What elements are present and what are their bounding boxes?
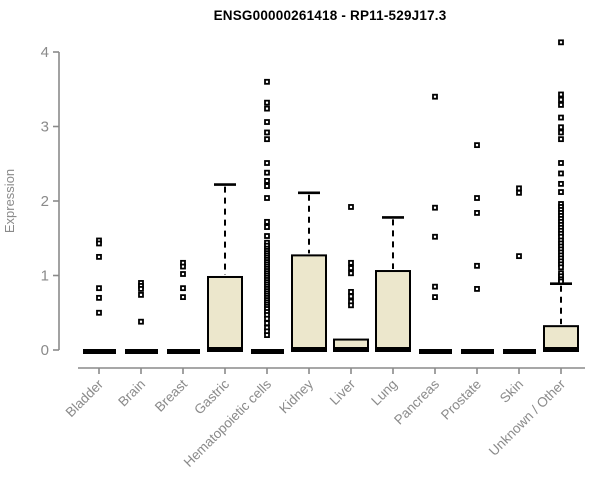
outlier-point-brain: [138, 291, 144, 298]
outlier-point-bladder: [96, 294, 102, 301]
outlier-point-pancreas: [432, 204, 438, 211]
outlier-point-bladder: [96, 309, 102, 316]
x-tick-label-brain: Brain: [115, 377, 148, 410]
y-axis-title: Expression: [2, 169, 17, 233]
outlier-point-hematopoietic-cells: [264, 105, 270, 112]
outlier-point-bladder: [96, 240, 102, 247]
outlier-point-hematopoietic-cells: [264, 315, 270, 322]
outlier-point-liver: [348, 265, 354, 271]
outlier-point-unknown-other: [558, 129, 564, 136]
outlier-point-hematopoietic-cells: [264, 169, 270, 176]
outlier-point-hematopoietic-cells: [264, 160, 270, 166]
outlier-point-pancreas: [432, 294, 438, 301]
outlier-point-unknown-other: [558, 91, 564, 98]
outlier-point-unknown-other: [558, 170, 564, 177]
outlier-point-unknown-other: [558, 136, 564, 143]
x-tick-label-breast: Breast: [152, 376, 190, 414]
outlier-point-pancreas: [432, 283, 438, 290]
outlier-point-prostate: [474, 195, 480, 201]
outlier-point-liver: [348, 204, 354, 210]
collapsed-box-hematopoietic-cells: [251, 349, 284, 354]
median-line-unknown-other: [543, 347, 579, 352]
box-kidney: [291, 254, 327, 351]
outlier-point-hematopoietic-cells: [264, 224, 270, 230]
outlier-point-pancreas: [432, 93, 438, 100]
x-tick-label-liver: Liver: [327, 376, 359, 408]
median-line-kidney: [291, 347, 327, 352]
outlier-point-hematopoietic-cells: [264, 136, 270, 143]
chart-title: ENSG00000261418 - RP11-529J17.3: [213, 8, 447, 23]
outlier-point-unknown-other: [558, 189, 564, 195]
outlier-point-hematopoietic-cells: [264, 320, 270, 327]
x-tick-label-unknown-other: Unknown / Other: [486, 376, 569, 459]
outlier-point-bladder: [96, 285, 102, 292]
x-tick-label-gastric: Gastric: [191, 376, 232, 417]
outlier-point-unknown-other: [558, 114, 564, 121]
collapsed-box-skin: [503, 349, 536, 354]
median-line-liver: [333, 347, 369, 352]
outlier-point-unknown-other: [558, 39, 564, 46]
outlier-point-liver: [348, 293, 354, 300]
collapsed-box-prostate: [461, 349, 494, 354]
outlier-point-breast: [180, 263, 186, 270]
outlier-point-prostate: [474, 262, 480, 269]
outlier-point-hematopoietic-cells: [264, 332, 270, 339]
y-tick-label: 2: [41, 193, 49, 210]
outlier-point-unknown-other: [558, 180, 564, 187]
outlier-point-hematopoietic-cells: [264, 119, 270, 125]
box-unknown-other: [543, 325, 579, 352]
outlier-point-prostate: [474, 142, 480, 149]
y-tick-label: 3: [41, 119, 49, 136]
outlier-point-breast: [180, 271, 186, 277]
box-gastric: [207, 275, 243, 351]
outlier-point-hematopoietic-cells: [264, 183, 270, 190]
outlier-point-brain: [138, 286, 144, 292]
y-tick-label: 1: [41, 268, 49, 285]
collapsed-box-brain: [125, 349, 158, 354]
outlier-point-unknown-other: [558, 96, 564, 103]
collapsed-box-breast: [167, 349, 200, 354]
outlier-point-liver: [348, 302, 354, 309]
x-tick-label-pancreas: Pancreas: [391, 376, 442, 427]
outlier-point-hematopoietic-cells: [264, 195, 270, 201]
y-tick-label: 0: [41, 342, 49, 359]
box-lung: [375, 270, 411, 351]
median-line-lung: [375, 347, 411, 352]
outlier-point-skin: [516, 253, 522, 260]
outlier-point-skin: [516, 185, 522, 192]
outlier-point-liver: [348, 270, 354, 277]
outlier-point-unknown-other: [558, 124, 564, 131]
outlier-point-unknown-other: [558, 278, 564, 285]
outlier-point-breast: [180, 285, 186, 292]
outlier-point-prostate: [474, 286, 480, 292]
x-tick-label-prostate: Prostate: [438, 377, 484, 423]
x-tick-label-kidney: Kidney: [276, 376, 316, 416]
outlier-point-liver: [348, 288, 354, 295]
outlier-point-skin: [516, 189, 522, 196]
x-tick-label-skin: Skin: [497, 377, 526, 406]
outlier-point-pancreas: [432, 233, 438, 240]
outlier-point-hematopoietic-cells: [264, 78, 270, 85]
x-tick-label-bladder: Bladder: [63, 376, 107, 420]
outlier-point-brain: [138, 318, 144, 325]
collapsed-box-pancreas: [419, 349, 452, 354]
outlier-point-breast: [180, 294, 186, 301]
collapsed-box-bladder: [83, 349, 116, 354]
outlier-point-bladder: [96, 253, 102, 260]
outlier-point-hematopoietic-cells: [264, 233, 270, 239]
outlier-point-unknown-other: [558, 101, 564, 108]
outlier-point-prostate: [474, 210, 480, 216]
outlier-point-hematopoietic-cells: [264, 129, 270, 136]
outlier-point-liver: [348, 259, 354, 266]
outlier-point-hematopoietic-cells: [264, 99, 270, 106]
outlier-point-hematopoietic-cells: [264, 218, 270, 225]
median-line-gastric: [207, 347, 243, 352]
y-tick-label: 4: [41, 44, 49, 61]
outlier-point-hematopoietic-cells: [264, 177, 270, 184]
outlier-point-unknown-other: [558, 160, 564, 166]
outlier-point-unknown-other: [558, 264, 564, 271]
x-tick-label-lung: Lung: [368, 377, 400, 409]
